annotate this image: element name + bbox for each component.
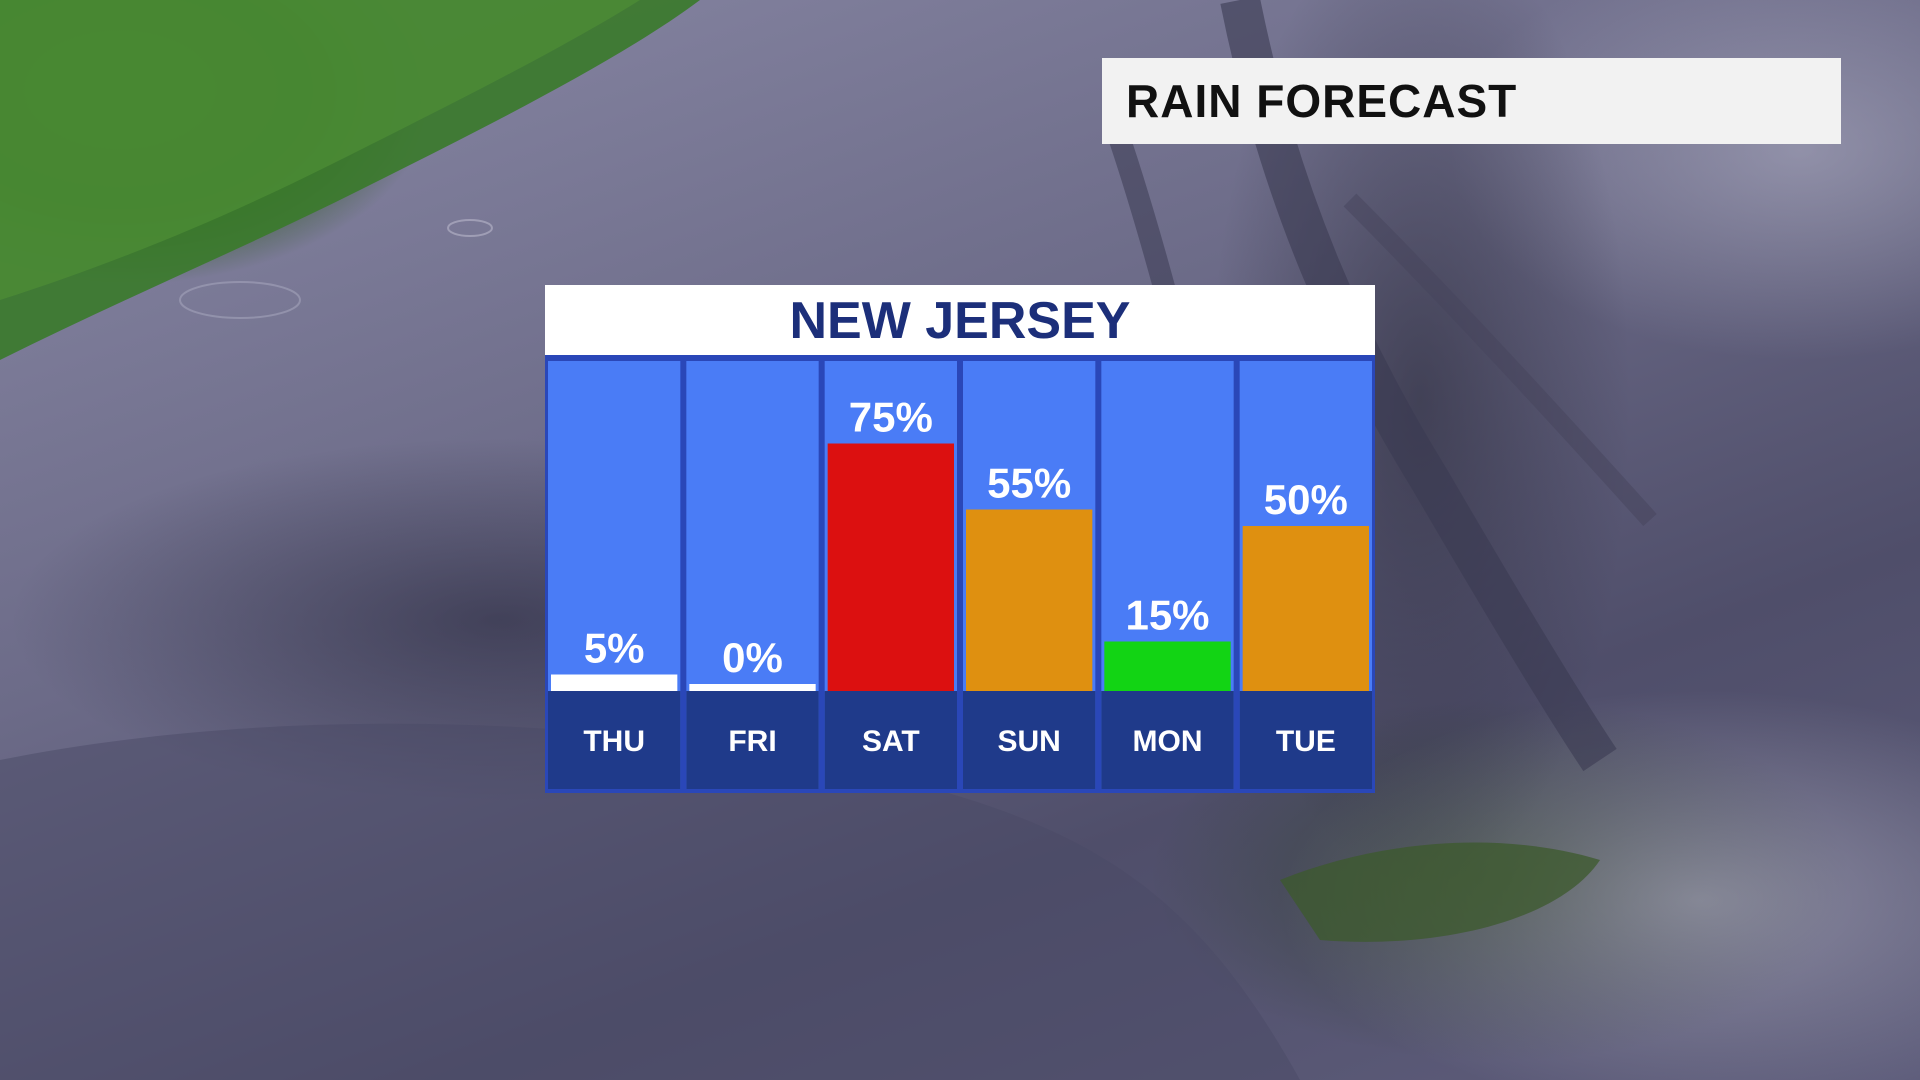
- bar-thu: [551, 674, 678, 691]
- value-label-sun: 55%: [987, 460, 1071, 507]
- chart-title: NEW JERSEY: [789, 292, 1131, 350]
- rain-forecast-title: RAIN FORECAST: [1126, 75, 1518, 127]
- value-label-mon: 15%: [1125, 592, 1209, 639]
- day-label-sun: SUN: [997, 725, 1060, 758]
- rain-forecast-title-box: RAIN FORECAST: [1102, 58, 1841, 144]
- value-label-fri: 0%: [722, 634, 783, 681]
- day-label-mon: MON: [1133, 725, 1203, 758]
- bar-mon: [1104, 641, 1231, 691]
- day-band-thu: [548, 691, 681, 789]
- value-label-sat: 75%: [849, 394, 933, 441]
- day-band-tue: [1239, 691, 1372, 789]
- bar-sun: [966, 509, 1093, 691]
- panel-header: NEW JERSEY: [545, 285, 1375, 355]
- bar-tue: [1242, 526, 1369, 691]
- value-label-thu: 5%: [584, 625, 645, 672]
- day-band-fri: [686, 691, 819, 789]
- bar-sat: [827, 443, 954, 691]
- forecast-panel: NEW JERSEY 5% THU 0% FRI 75% SAT 55% SUN 15% MON 5…: [545, 285, 1375, 793]
- day-label-fri: FRI: [728, 725, 776, 758]
- day-band-sun: [963, 691, 1096, 789]
- bar-fri: [689, 684, 816, 691]
- day-label-sat: SAT: [862, 725, 920, 758]
- bar-chart: 5% THU 0% FRI 75% SAT 55% SUN 15% MON 50% TUE: [548, 361, 1372, 789]
- day-label-tue: TUE: [1276, 725, 1336, 758]
- day-label-thu: THU: [583, 725, 645, 758]
- day-band-sat: [824, 691, 957, 789]
- value-label-tue: 50%: [1264, 476, 1348, 523]
- day-band-mon: [1101, 691, 1234, 789]
- chart-area: 5% THU 0% FRI 75% SAT 55% SUN 15% MON 50% TUE: [545, 355, 1375, 793]
